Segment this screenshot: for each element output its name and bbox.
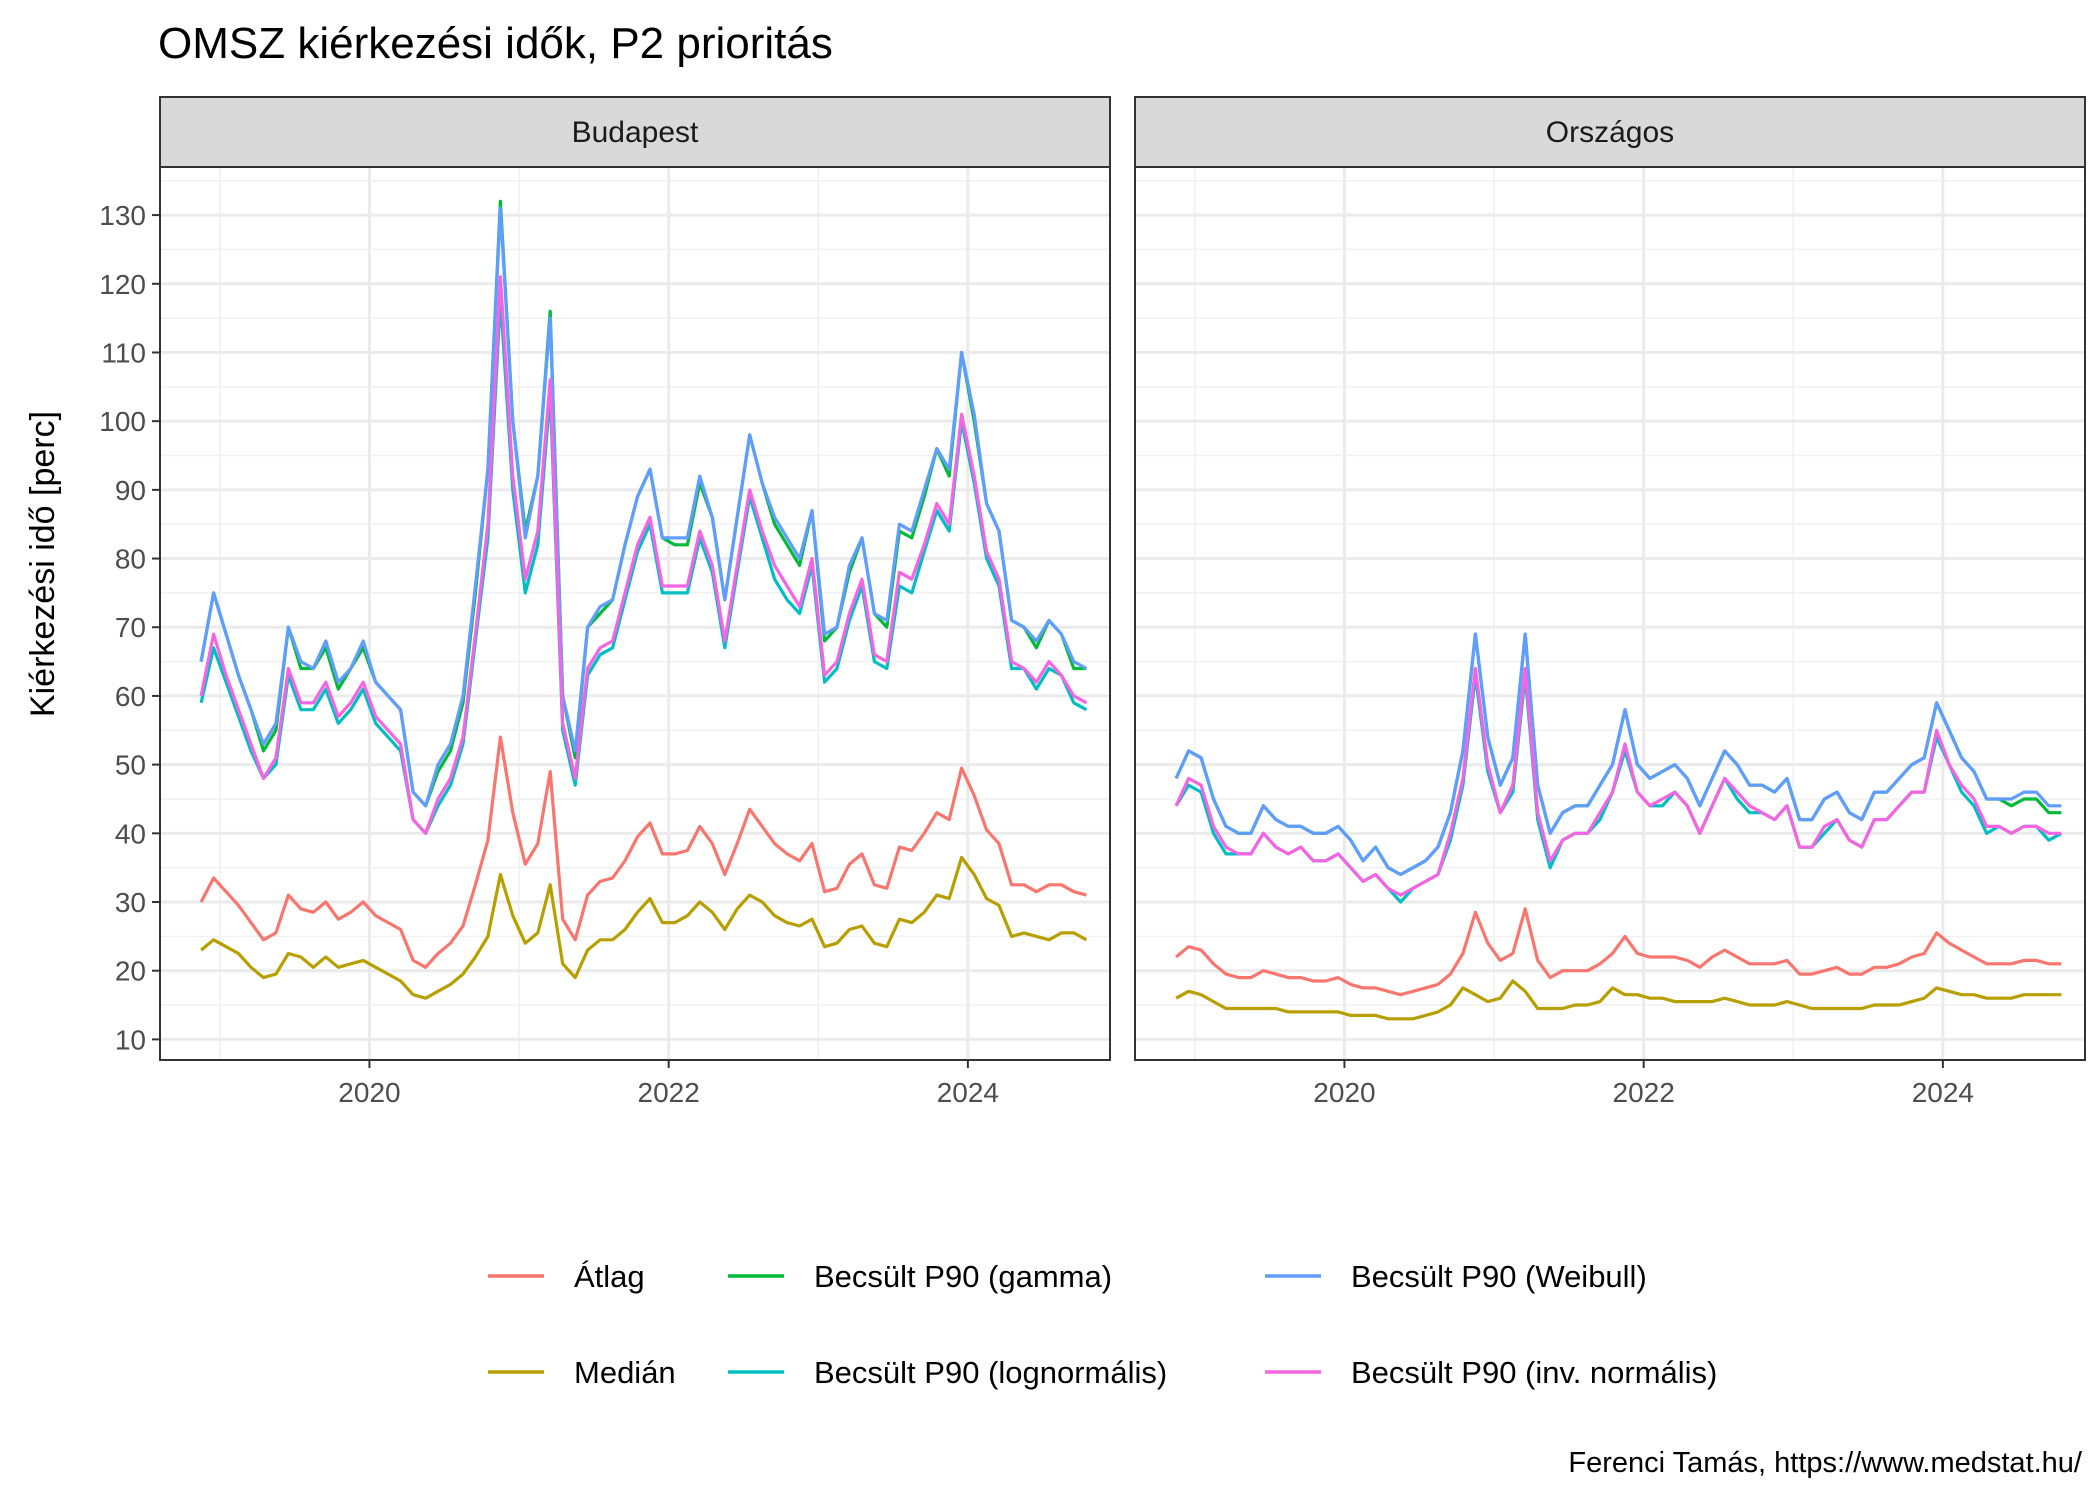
y-tick-label: 10 bbox=[115, 1024, 146, 1055]
panel-strip-label: Országos bbox=[1546, 116, 1674, 149]
x-tick-label: 2024 bbox=[1912, 1077, 1974, 1108]
legend-label: Becsült P90 (inv. normális) bbox=[1351, 1355, 1717, 1390]
x-tick-label: 2022 bbox=[1613, 1077, 1675, 1108]
x-tick-label: 2022 bbox=[638, 1077, 700, 1108]
panel-border bbox=[159, 166, 1111, 1061]
series-line-becsult-p90-weibull bbox=[1174, 632, 2062, 877]
series-line-median bbox=[1175, 979, 2062, 1021]
y-tick-label: 110 bbox=[101, 337, 146, 368]
legend-item-atlag: Átlag bbox=[488, 1259, 645, 1294]
y-tick-label: 40 bbox=[115, 818, 146, 849]
series-lines bbox=[1174, 632, 2063, 1021]
caption: Ferenci Tamás, https://www.medstat.hu/ bbox=[1568, 1447, 2083, 1479]
chart-title: OMSZ kiérkezési idők, P2 prioritás bbox=[158, 19, 833, 68]
legend-item-becsult-p90-lognormalis: Becsült P90 (lognormális) bbox=[728, 1355, 1167, 1390]
panel-strip bbox=[1134, 96, 2086, 168]
panel-background bbox=[160, 167, 1110, 1060]
y-tick-label: 90 bbox=[115, 475, 146, 506]
panel-border bbox=[1134, 166, 2086, 1061]
legend-label: Becsült P90 (gamma) bbox=[814, 1259, 1112, 1294]
y-tick-label: 50 bbox=[115, 750, 146, 781]
series-line-atlag bbox=[199, 735, 1087, 969]
series-line-becsult-p90-inv-normalis bbox=[199, 275, 1088, 835]
panel-strip bbox=[159, 96, 1111, 168]
legend-item-becsult-p90-weibull: Becsült P90 (Weibull) bbox=[1265, 1259, 1647, 1294]
y-tick-label: 30 bbox=[115, 887, 146, 918]
y-tick-label: 100 bbox=[99, 406, 146, 437]
x-tick-label: 2024 bbox=[937, 1077, 999, 1108]
legend-item-median: Medián bbox=[488, 1355, 676, 1390]
y-tick-label: 20 bbox=[115, 956, 146, 987]
y-tick-label: 120 bbox=[99, 269, 146, 300]
y-tick-label: 80 bbox=[115, 544, 146, 575]
legend-label: Medián bbox=[574, 1355, 676, 1390]
x-tick-label: 2020 bbox=[1313, 1077, 1375, 1108]
panel-orszagos: Országos 2020 2022 2024 bbox=[1134, 96, 2086, 1108]
panel-background bbox=[1135, 167, 2085, 1060]
legend-item-becsult-p90-inv-normalis: Becsült P90 (inv. normális) bbox=[1265, 1355, 1717, 1390]
y-tick-label: 60 bbox=[115, 681, 146, 712]
legend-item-becsult-p90-gamma: Becsült P90 (gamma) bbox=[728, 1259, 1112, 1294]
y-axis-title: Kiérkezési idő [perc] bbox=[24, 411, 62, 717]
legend: Átlag Medián Becsült P90 (gamma) Becsült P9… bbox=[488, 1259, 1717, 1390]
legend-label: Becsült P90 (lognormális) bbox=[814, 1355, 1167, 1390]
series-line-becsult-p90-inv-normalis bbox=[1174, 666, 2062, 897]
series-line-atlag bbox=[1175, 907, 2062, 997]
y-tick-label: 70 bbox=[115, 612, 146, 643]
gridlines bbox=[1135, 167, 2085, 1060]
legend-label: Átlag bbox=[574, 1259, 645, 1294]
series-line-becsult-p90-weibull bbox=[199, 206, 1088, 808]
y-tick-label: 130 bbox=[99, 200, 146, 231]
series-lines bbox=[199, 199, 1088, 1000]
panel-strip-label: Budapest bbox=[572, 116, 699, 149]
legend-label: Becsült P90 (Weibull) bbox=[1351, 1259, 1647, 1294]
x-tick-label: 2020 bbox=[338, 1077, 400, 1108]
series-line-median bbox=[200, 855, 1088, 1000]
series-line-becsult-p90-lognormalis bbox=[199, 295, 1088, 835]
panel-budapest: Budapest 2020 2022 2024 10 20 30 40 50 60 70 80 90 10… bbox=[99, 96, 1111, 1108]
